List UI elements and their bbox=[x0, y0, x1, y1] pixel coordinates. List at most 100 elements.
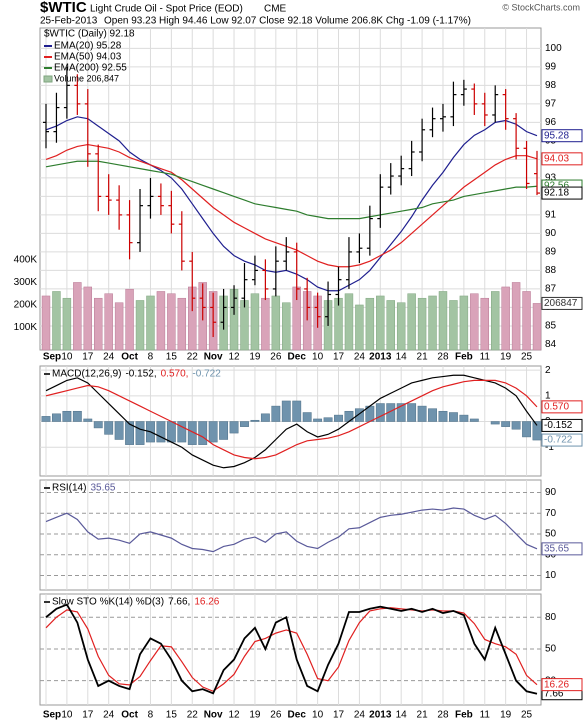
histogram-bar bbox=[114, 421, 124, 440]
panel-frame bbox=[39, 593, 542, 706]
volume-bar bbox=[282, 302, 291, 351]
x-tick-label: 17 bbox=[82, 352, 94, 363]
histogram-bar bbox=[156, 421, 166, 443]
legend-label: Volume 206,847 bbox=[54, 73, 119, 83]
x-tick-label: 2013 bbox=[369, 710, 392, 721]
value-tag: 94.03 bbox=[544, 153, 569, 164]
value-tag-box bbox=[541, 400, 583, 414]
histogram-bar bbox=[407, 403, 417, 422]
x-tick-label: 19 bbox=[500, 710, 512, 721]
histogram-bar bbox=[323, 417, 333, 422]
volume-tick-label: 300K bbox=[14, 277, 38, 288]
histogram-bar bbox=[125, 421, 135, 445]
histogram-bar bbox=[135, 421, 145, 445]
x-tick-label: 12 bbox=[228, 352, 240, 363]
volume-bar bbox=[438, 291, 448, 351]
y-tick-label: 70 bbox=[545, 508, 557, 519]
histogram-bar bbox=[532, 421, 542, 441]
x-tick-label: 11 bbox=[480, 710, 491, 721]
histogram-bar bbox=[334, 414, 343, 422]
y-tick-label: 1 bbox=[545, 390, 551, 401]
y-tick-label: 10 bbox=[545, 570, 557, 581]
x-tick-label: 10 bbox=[61, 710, 73, 721]
series-line bbox=[45, 379, 538, 460]
volume-bar bbox=[104, 293, 113, 351]
histogram-bar bbox=[438, 410, 448, 422]
histogram-bar bbox=[448, 412, 458, 422]
histogram-bar bbox=[250, 419, 260, 422]
volume-bar bbox=[376, 295, 385, 351]
histogram-bar bbox=[313, 418, 323, 422]
histogram-bar bbox=[511, 421, 521, 430]
y-tick-label: 2 bbox=[545, 365, 551, 376]
histogram-bar bbox=[166, 421, 176, 443]
x-tick-label: 10 bbox=[312, 352, 324, 363]
series-line bbox=[45, 143, 538, 268]
value-tag-box bbox=[541, 678, 583, 692]
value-tag-box bbox=[541, 186, 583, 200]
volume-bar bbox=[135, 300, 145, 351]
histogram-bar bbox=[198, 421, 208, 445]
y-tick-label: 99 bbox=[545, 62, 557, 73]
x-tick-label: 15 bbox=[166, 352, 178, 363]
series-line bbox=[45, 603, 538, 695]
volume-bar bbox=[94, 297, 103, 351]
y-tick-label: -1 bbox=[545, 442, 554, 453]
histogram-bar bbox=[240, 421, 249, 427]
x-tick-label: 21 bbox=[417, 710, 429, 721]
histogram-bar bbox=[104, 421, 114, 435]
panel-title: MACD(12,26,9) bbox=[52, 369, 121, 380]
y-tick-label: 84 bbox=[545, 339, 557, 350]
y-tick-label: 91 bbox=[545, 210, 557, 221]
x-tick-label: 24 bbox=[354, 710, 366, 721]
quote-date: 25-Feb-2013 bbox=[40, 16, 98, 27]
x-tick-label: 22 bbox=[187, 710, 199, 721]
value-tag: -0.722 bbox=[544, 435, 573, 446]
x-tick-label: Oct bbox=[121, 352, 138, 363]
volume-bar bbox=[396, 302, 406, 351]
histogram-bar bbox=[83, 418, 93, 422]
histogram-bar bbox=[62, 410, 72, 422]
histogram-bar bbox=[375, 403, 385, 422]
volume-bar bbox=[261, 297, 270, 351]
x-tick-label: Feb bbox=[455, 710, 473, 721]
histogram-bar bbox=[501, 421, 511, 427]
panel-legend-value: 35.65 bbox=[90, 483, 115, 494]
legend-label: EMA(200) 92.55 bbox=[54, 63, 127, 74]
value-tag: 92.18 bbox=[544, 188, 569, 199]
volume-bar bbox=[125, 288, 134, 351]
volume-bar bbox=[386, 300, 395, 351]
value-tag: 92.56 bbox=[544, 181, 569, 192]
histogram-bar bbox=[428, 408, 437, 422]
volume-bar bbox=[365, 297, 375, 351]
x-tick-label: 8 bbox=[148, 352, 154, 363]
y-tick-label: 80 bbox=[545, 612, 557, 623]
x-tick-label: Nov bbox=[204, 710, 223, 721]
histogram-bar bbox=[260, 413, 270, 422]
legend-label: EMA(20) 95.28 bbox=[54, 41, 122, 52]
volume-bar bbox=[240, 300, 249, 351]
x-tick-label: 26 bbox=[270, 352, 282, 363]
y-tick-label: 96 bbox=[545, 117, 557, 128]
volume-bar bbox=[428, 295, 437, 351]
histogram-bar bbox=[292, 400, 302, 422]
value-tag: 35.65 bbox=[544, 543, 569, 554]
volume-bar bbox=[177, 297, 187, 351]
histogram-bar bbox=[459, 414, 469, 422]
y-tick-label: 90 bbox=[545, 228, 557, 239]
series-line bbox=[45, 160, 538, 220]
volume-bar bbox=[73, 282, 82, 351]
histogram-bar bbox=[522, 421, 531, 438]
x-tick-label: 25 bbox=[521, 352, 533, 363]
x-tick-label: 24 bbox=[103, 352, 115, 363]
panel-title: Slow STO %K(14) %D(3) bbox=[52, 597, 164, 608]
x-tick-label: 10 bbox=[312, 710, 324, 721]
exchange: CME bbox=[264, 4, 287, 15]
histogram-bar bbox=[72, 410, 82, 422]
volume-bar bbox=[490, 291, 500, 351]
x-tick-label: 24 bbox=[103, 710, 115, 721]
histogram-bar bbox=[271, 405, 281, 422]
volume-bar bbox=[459, 295, 469, 351]
x-tick-label: 17 bbox=[82, 710, 94, 721]
